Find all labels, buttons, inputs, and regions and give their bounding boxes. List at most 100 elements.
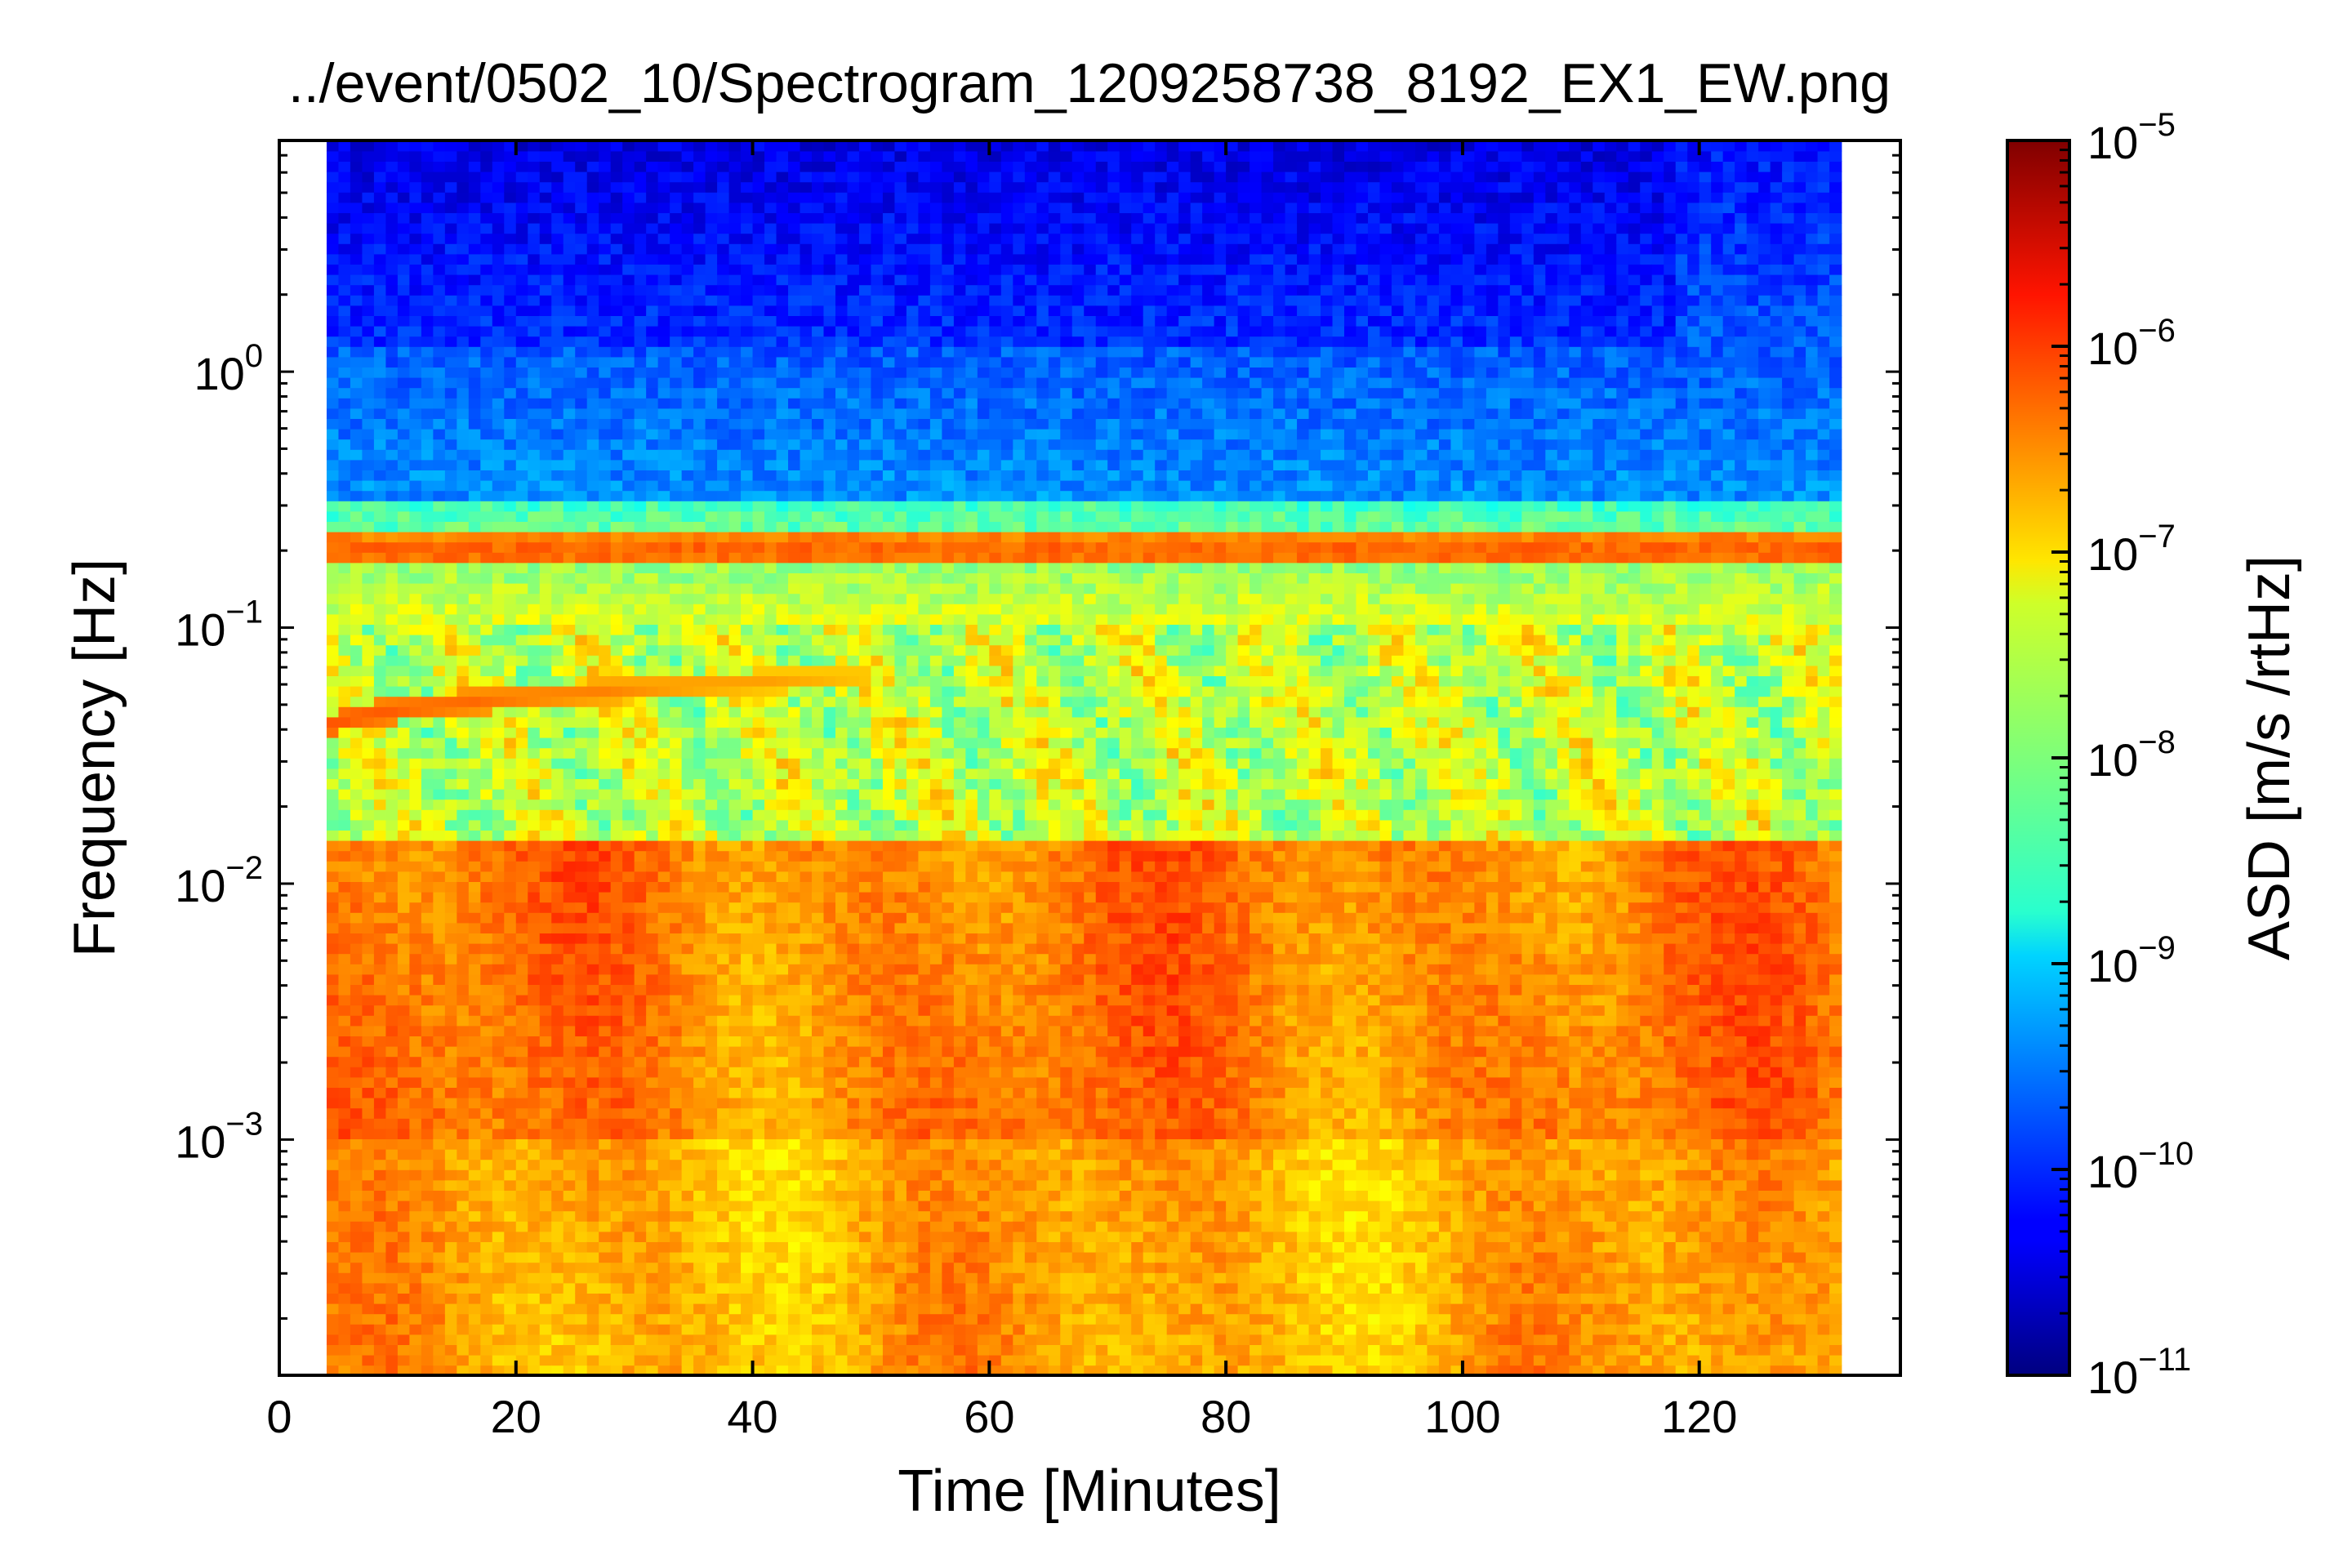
heatmap-cell [800,1303,813,1315]
heatmap-cell [468,181,482,193]
heatmap-cell [444,1365,458,1375]
heatmap-cell [350,264,363,275]
heatmap-cell [385,902,399,913]
heatmap-cell [385,552,399,564]
heatmap-cell [705,624,718,635]
heatmap-cell [610,788,623,800]
heatmap-cell [599,1344,612,1356]
heatmap-cell [693,912,706,924]
heatmap-cell [800,1169,813,1181]
heatmap-cell [752,716,765,728]
heatmap-cell [492,593,506,604]
heatmap-cell [326,1334,340,1345]
heatmap-cell [480,871,493,882]
heatmap-cell [657,819,670,831]
heatmap-cell [599,305,612,316]
heatmap-cell [421,716,434,728]
heatmap-cell [480,1045,493,1058]
heatmap-cell [385,171,399,183]
heatmap-cell [326,1231,340,1242]
heatmap-cell [788,1272,801,1284]
heatmap-cell [622,1045,635,1058]
heatmap-cell [800,336,813,347]
heatmap-cell [433,541,446,553]
heatmap-cell [457,315,470,327]
heatmap-cell [646,1200,659,1212]
heatmap-cell [693,1076,706,1088]
heatmap-cell [457,1231,470,1242]
heatmap-cell [397,428,411,440]
heatmap-cell [657,140,670,152]
heatmap-cell [575,233,588,244]
heatmap-cell [622,315,635,327]
heatmap-cell [728,1344,742,1356]
heatmap-cell [362,716,375,728]
heatmap-cell [480,881,493,893]
heatmap-cell [705,593,718,604]
heatmap-cell [776,1159,789,1170]
heatmap-cell [421,634,434,646]
heatmap-cell [433,1169,446,1181]
heatmap-cell [362,1334,375,1345]
heatmap-cell [622,161,635,172]
heatmap-cell [776,1344,789,1356]
heatmap-cell [362,613,375,625]
heatmap-cell [800,809,813,821]
heatmap-cell [705,284,718,296]
heatmap-cell [610,541,623,553]
heatmap-cell [693,582,706,595]
heatmap-cell [515,1251,529,1263]
heatmap-cell [622,541,635,553]
heatmap-cell [444,305,458,316]
heatmap-cell [373,552,387,564]
heatmap-cell [622,706,635,718]
heatmap-cell [338,613,351,625]
heatmap-cell [610,1200,623,1212]
heatmap-cell [528,1231,541,1242]
heatmap-cell [693,788,706,800]
heatmap-cell [409,604,422,615]
heatmap-cell [409,891,422,903]
heatmap-cell [338,315,351,327]
heatmap-cell [717,284,730,296]
heatmap-cell [528,675,541,687]
heatmap-cell [385,1159,399,1170]
heatmap-cell [657,953,670,964]
heatmap-cell [444,994,458,1006]
heatmap-cell [338,1303,351,1315]
heatmap-cell [350,1118,363,1129]
heatmap-cell [812,644,825,656]
heatmap-cell [385,418,399,430]
heatmap-cell [338,295,351,306]
heatmap-cell [705,398,718,409]
heatmap-cell [551,233,564,244]
heatmap-cell [551,727,564,738]
heatmap-cell [515,716,529,728]
heatmap-cell [788,861,801,872]
heatmap-cell [421,1045,434,1058]
heatmap-cell [610,1241,623,1253]
heatmap-cell [800,356,813,368]
heatmap-cell [776,1118,789,1129]
heatmap-cell [622,408,635,419]
heatmap-cell [444,572,458,584]
heatmap-cell [468,1221,482,1232]
heatmap-cell [622,1056,635,1067]
heatmap-cell [492,1004,506,1016]
heatmap-cell [504,387,517,399]
heatmap-cell [788,521,801,532]
heatmap-cell [385,1251,399,1263]
heatmap-cell [776,1324,789,1335]
heatmap-cell [528,1293,541,1304]
heatmap-cell [326,398,340,409]
heatmap-cell [551,613,564,625]
heatmap-cell [515,1128,529,1139]
heatmap-cell [551,582,564,595]
heatmap-cell [373,1148,387,1160]
heatmap-cell [657,861,670,872]
heatmap-cell [586,315,600,327]
heatmap-cell [717,1262,730,1273]
heatmap-cell [741,850,754,862]
heatmap-cell [480,150,493,162]
heatmap-cell [622,562,635,573]
